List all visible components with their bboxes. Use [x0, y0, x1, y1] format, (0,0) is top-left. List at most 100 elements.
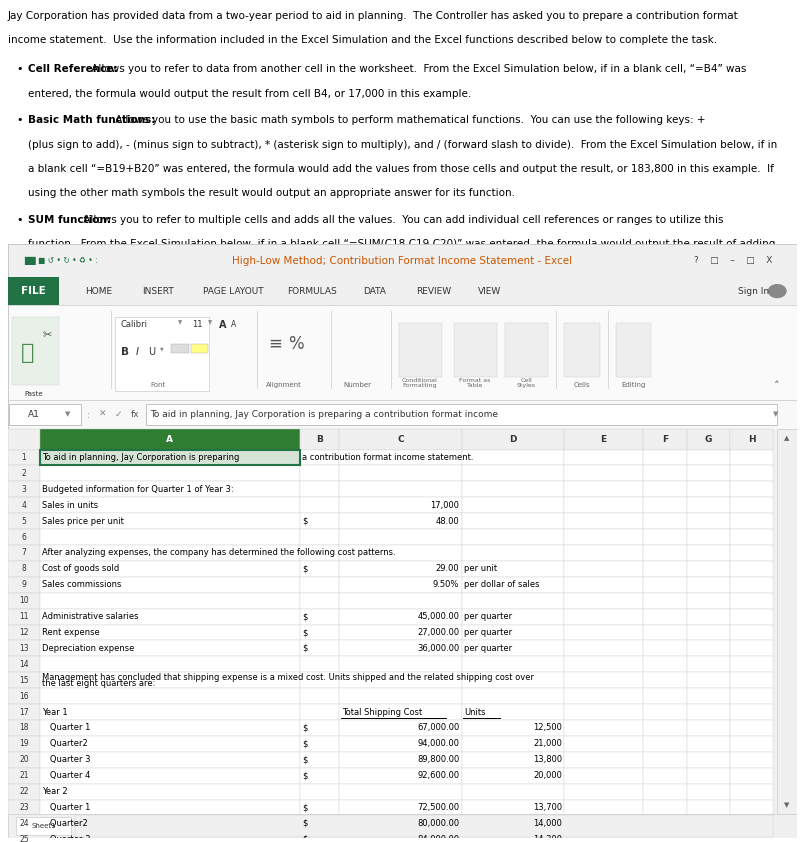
Text: •: • [16, 65, 23, 74]
Text: a blank cell “=B19+B20” was entered, the formula would add the values from those: a blank cell “=B19+B20” was entered, the… [27, 164, 774, 174]
Text: Allows you to refer to data from another cell in the worksheet.  From the Excel : Allows you to refer to data from another… [88, 65, 746, 74]
Bar [730, 720, 774, 736]
Text: ██ ■ ↺ • ↻ • ♻ • :: ██ ■ ↺ • ↻ • ♻ • : [24, 256, 97, 265]
Bar [300, 498, 340, 514]
Bar [462, 736, 564, 752]
Bar [730, 688, 774, 704]
Text: Sheet1: Sheet1 [31, 823, 56, 829]
Text: $: $ [303, 819, 308, 828]
Bar [462, 429, 564, 450]
Bar [462, 704, 564, 720]
Text: 12,500: 12,500 [533, 723, 562, 733]
Bar [564, 561, 643, 577]
Text: Quarter 1: Quarter 1 [42, 723, 90, 733]
Bar [687, 704, 730, 720]
Text: Total Shipping Cost: Total Shipping Cost [342, 707, 422, 717]
Bar [8, 482, 39, 498]
Text: Cell
Styles: Cell Styles [517, 377, 536, 388]
Bar [300, 625, 340, 641]
Text: 9.50%: 9.50% [433, 580, 460, 589]
Text: 6: 6 [22, 533, 27, 541]
Bar [8, 466, 39, 482]
Bar [643, 641, 687, 657]
Bar [300, 720, 340, 736]
Text: 9: 9 [22, 580, 27, 589]
Bar [643, 672, 687, 688]
Text: $: $ [303, 739, 308, 749]
Bar [398, 323, 442, 376]
Bar [8, 429, 793, 450]
Text: $: $ [303, 644, 308, 653]
Bar [300, 545, 340, 561]
Bar [8, 784, 39, 800]
Bar [8, 831, 39, 842]
Text: entered, the formula would output the result from cell B4, or 17,000 in this exa: entered, the formula would output the re… [27, 88, 471, 99]
Text: After analyzing expenses, the company has determined the following cost patterns: After analyzing expenses, the company ha… [42, 548, 395, 557]
Bar [687, 466, 730, 482]
Text: (plus sign to add), - (minus sign to subtract), * (asterisk sign to multiply), a: (plus sign to add), - (minus sign to sub… [27, 140, 777, 150]
Text: H: H [748, 434, 755, 444]
Text: A: A [219, 320, 226, 330]
Bar [340, 529, 462, 545]
Bar [564, 450, 643, 466]
Bar [564, 466, 643, 482]
Text: Quarter 3: Quarter 3 [42, 755, 90, 765]
Bar [687, 561, 730, 577]
Bar [300, 429, 340, 450]
Bar [8, 814, 797, 838]
Bar [16, 817, 71, 834]
Text: ▼: ▼ [160, 347, 164, 352]
Bar [300, 800, 340, 815]
Text: 29.00: 29.00 [436, 564, 460, 573]
Bar [687, 720, 730, 736]
Text: per quarter: per quarter [464, 628, 512, 637]
Text: U: U [148, 347, 155, 357]
Bar [687, 529, 730, 545]
Bar [8, 736, 39, 752]
Bar [564, 657, 643, 672]
Bar [564, 482, 643, 498]
Bar [39, 561, 300, 577]
Text: DATA: DATA [363, 286, 386, 296]
Text: HOME: HOME [85, 286, 113, 296]
Bar [564, 641, 643, 657]
Bar [340, 482, 462, 498]
Bar [564, 704, 643, 720]
Bar [300, 450, 340, 466]
Bar [300, 561, 340, 577]
Bar [730, 784, 774, 800]
Bar [39, 450, 300, 466]
Bar [39, 800, 300, 815]
Bar [39, 641, 300, 657]
Bar [687, 514, 730, 529]
Text: per quarter: per quarter [464, 644, 512, 653]
Bar [340, 657, 462, 672]
Bar [462, 609, 564, 625]
Bar [340, 514, 462, 529]
Text: D: D [510, 434, 517, 444]
Text: High-Low Method; Contribution Format Income Statement - Excel: High-Low Method; Contribution Format Inc… [233, 255, 572, 265]
Bar [687, 545, 730, 561]
Bar [39, 815, 300, 831]
Text: 22: 22 [19, 787, 29, 796]
Bar [730, 831, 774, 842]
Bar [643, 545, 687, 561]
Text: %: % [288, 335, 303, 353]
Text: 23: 23 [19, 803, 29, 812]
Text: F: F [662, 434, 668, 444]
Bar [462, 577, 564, 593]
Text: 1: 1 [22, 453, 27, 462]
Bar [687, 672, 730, 688]
Bar [300, 688, 340, 704]
Text: 24: 24 [19, 819, 29, 828]
Text: Allows you to use the basic math symbols to perform mathematical functions.  You: Allows you to use the basic math symbols… [112, 115, 706, 125]
Bar [643, 429, 687, 450]
Bar [564, 752, 643, 768]
Bar [730, 466, 774, 482]
Text: ˄: ˄ [774, 381, 779, 392]
Bar [687, 609, 730, 625]
Bar [687, 641, 730, 657]
Bar [643, 688, 687, 704]
Bar [687, 800, 730, 815]
Text: 17,000: 17,000 [431, 501, 460, 509]
